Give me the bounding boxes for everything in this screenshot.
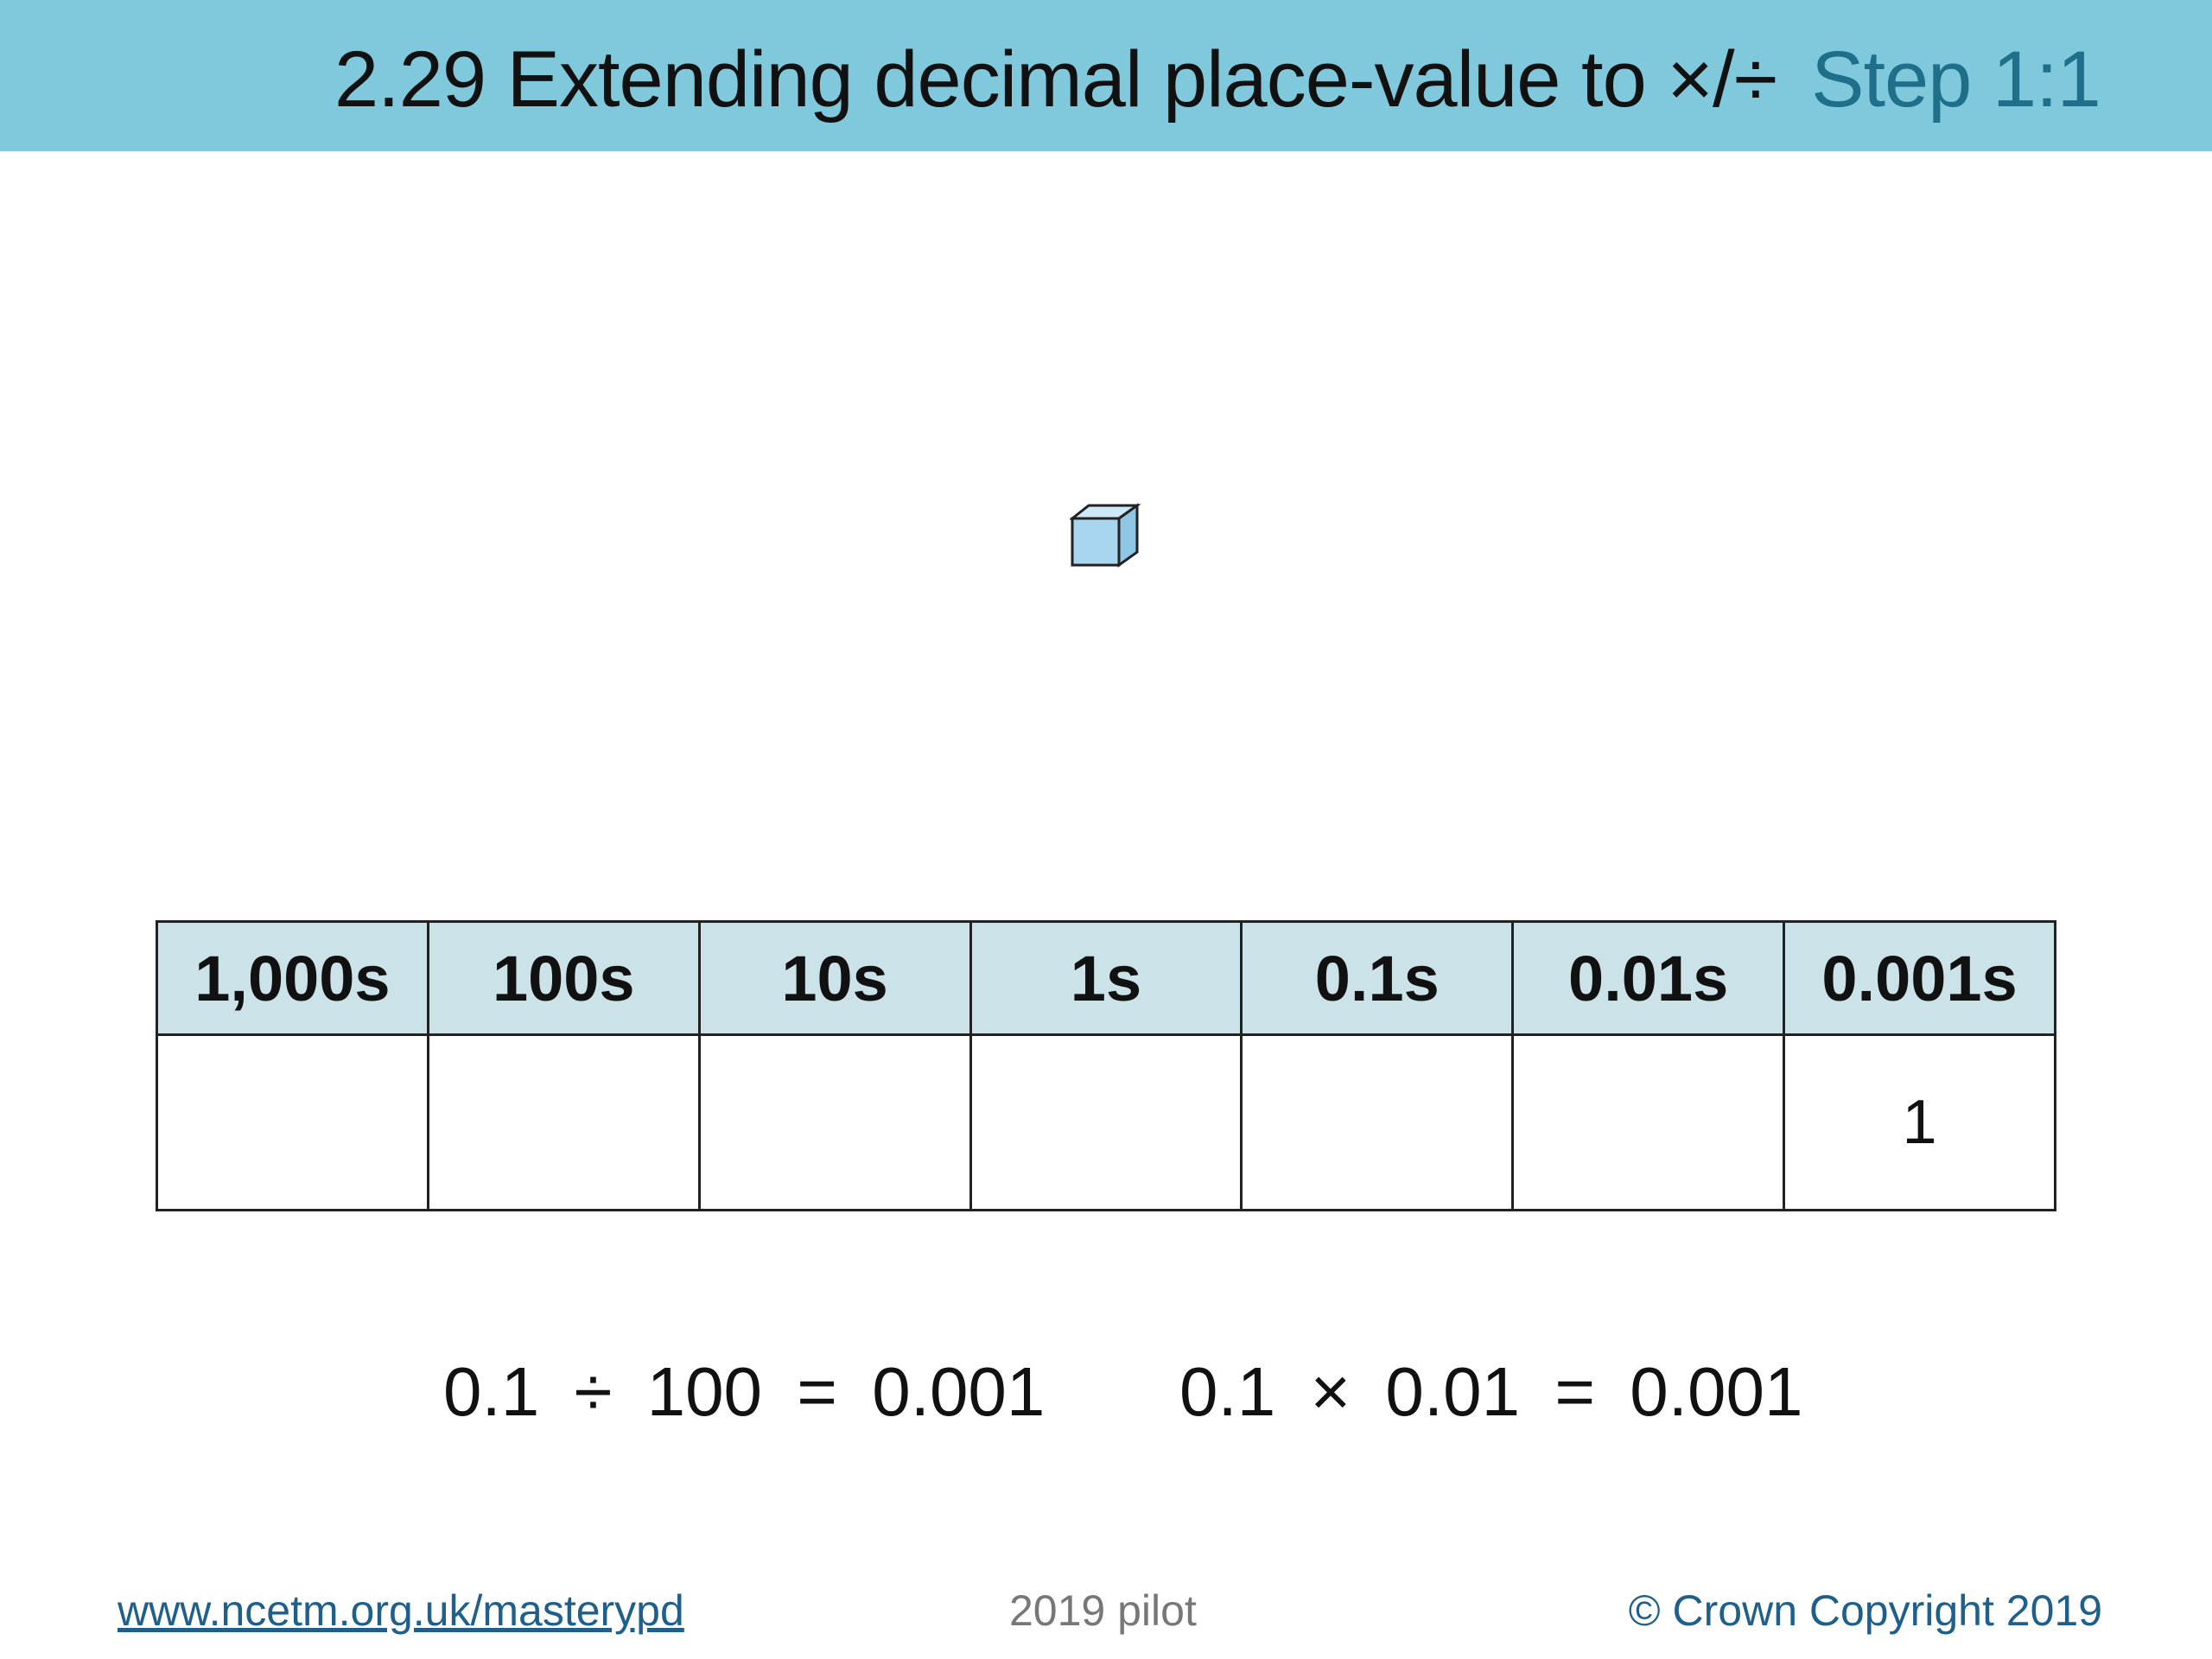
footer-link[interactable]: www.ncetm.org.uk/masterypd (118, 1586, 684, 1635)
table-cell (156, 1033, 429, 1211)
equation: 0.1 × 0.01 = 0.001 (1179, 1353, 1803, 1430)
table-cell (969, 1033, 1243, 1211)
column-header: 1,000s (156, 920, 429, 1036)
table-cell: 1 (1783, 1033, 2056, 1211)
footer-copyright: © Crown Copyright 2019 (1628, 1586, 2102, 1635)
column-header: 1s (969, 920, 1243, 1036)
table-cell (697, 1033, 972, 1211)
header-row: 1,000s 100s 10s 1s 0.1s 0.01s 0.001s (156, 920, 2056, 1036)
table-cell (1511, 1033, 1786, 1211)
header-title: 2.29 Extending decimal place-value to ×/… (334, 35, 2101, 125)
column-header: 0.001s (1783, 920, 2056, 1036)
equation: 0.1 ÷ 100 = 0.001 (443, 1353, 1046, 1430)
step-label: Step 1:1 (1811, 35, 2101, 124)
table-cell (1240, 1033, 1515, 1211)
table-cell (426, 1033, 701, 1211)
column-header: 0.1s (1240, 920, 1515, 1036)
column-header: 0.01s (1511, 920, 1786, 1036)
place-value-table: 1,000s 100s 10s 1s 0.1s 0.01s 0.001s 1 (156, 920, 2056, 1211)
header-bar: 2.29 Extending decimal place-value to ×/… (0, 0, 2212, 151)
column-header: 100s (426, 920, 701, 1036)
table-row: 1 (156, 1033, 2056, 1211)
footer-pilot: 2019 pilot (1009, 1586, 1197, 1635)
title-text: 2.29 Extending decimal place-value to ×/… (334, 35, 1777, 124)
cube-icon (1070, 503, 1141, 568)
column-header: 10s (697, 920, 972, 1036)
